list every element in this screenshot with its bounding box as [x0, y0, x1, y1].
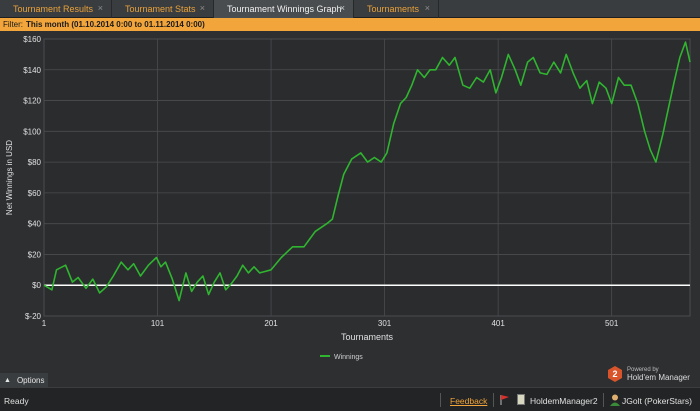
- y-tick-label: $0: [32, 281, 41, 290]
- y-axis-ticks: $-20 $0 $20 $40 $60 $80 $100 $120 $140 $160: [23, 35, 41, 321]
- y-tick-label: $20: [28, 250, 42, 259]
- status-divider: [603, 393, 604, 407]
- brand-name: Hold'em Manager: [627, 373, 690, 382]
- x-tick-label: 1: [42, 319, 47, 328]
- close-icon[interactable]: ×: [339, 3, 345, 13]
- y-tick-label: $80: [28, 158, 42, 167]
- tab-tournament-stats[interactable]: Tournament Stats ×: [112, 0, 214, 18]
- status-divider: [440, 393, 441, 407]
- x-tick-label: 401: [491, 319, 505, 328]
- y-tick-label: $-20: [25, 312, 42, 321]
- y-tick-label: $100: [23, 127, 41, 136]
- filter-prefix: Filter:: [3, 20, 23, 29]
- winnings-graph: $-20 $0 $20 $40 $60 $80 $100 $120 $140 $160 1 101 2…: [0, 31, 700, 373]
- tab-label: Tournament Stats: [125, 4, 196, 14]
- status-bar: Ready Feedback HoldemManager2 JGolt (Pok…: [0, 387, 700, 411]
- legend-label: Winnings: [334, 354, 363, 361]
- feedback-link[interactable]: Feedback: [450, 396, 488, 406]
- close-icon[interactable]: ×: [424, 3, 430, 13]
- y-axis-label: Net Winnings in USD: [5, 140, 14, 215]
- player-icon: [610, 394, 620, 406]
- status-text: Ready: [4, 396, 29, 406]
- x-tick-label: 201: [264, 319, 278, 328]
- powered-by-text: Powered by: [627, 367, 659, 373]
- flag-icon[interactable]: [500, 395, 510, 405]
- y-tick-label: $40: [28, 220, 42, 229]
- player-label[interactable]: JGolt (PokerStars): [622, 396, 692, 406]
- status-divider: [493, 393, 494, 407]
- series-line-winnings: [43, 41, 691, 302]
- database-label[interactable]: HoldemManager2: [530, 396, 598, 406]
- tab-label: Tournaments: [367, 4, 420, 14]
- close-icon[interactable]: ×: [199, 3, 205, 13]
- x-tick-label: 501: [605, 319, 619, 328]
- options-toggle[interactable]: ▲ Options: [0, 373, 48, 387]
- close-icon[interactable]: ×: [97, 3, 103, 13]
- y-tick-label: $140: [23, 66, 41, 75]
- options-label: Options: [16, 375, 45, 385]
- powered-by-logo: 2 Powered by Hold'em Manager: [608, 366, 690, 382]
- x-axis-label: Tournaments: [341, 332, 394, 342]
- tab-label: Tournament Results: [13, 4, 94, 14]
- database-icon: [517, 394, 525, 405]
- tab-tournament-results[interactable]: Tournament Results ×: [0, 0, 112, 18]
- chart-svg: $-20 $0 $20 $40 $60 $80 $100 $120 $140 $160 1 101 2…: [5, 35, 691, 361]
- chevron-up-icon: ▲: [4, 376, 11, 384]
- filter-value: This month (01.10.2014 0:00 to 01.11.201…: [26, 20, 205, 29]
- tab-tournaments[interactable]: Tournaments ×: [354, 0, 439, 18]
- y-tick-label: $160: [23, 35, 41, 44]
- x-tick-label: 301: [378, 319, 392, 328]
- y-tick-label: $60: [28, 189, 42, 198]
- hm2-logo-icon: 2: [608, 366, 622, 382]
- y-tick-label: $120: [23, 97, 41, 106]
- tab-label: Tournament Winnings Graph: [227, 4, 342, 14]
- x-axis-ticks: 1 101 201 301 401 501: [42, 319, 619, 328]
- tab-bar: Tournament Results × Tournament Stats × …: [0, 0, 700, 18]
- x-tick-label: 101: [151, 319, 165, 328]
- tab-tournament-winnings-graph[interactable]: Tournament Winnings Graph ×: [214, 0, 354, 18]
- filter-bar[interactable]: Filter: This month (01.10.2014 0:00 to 0…: [0, 18, 700, 31]
